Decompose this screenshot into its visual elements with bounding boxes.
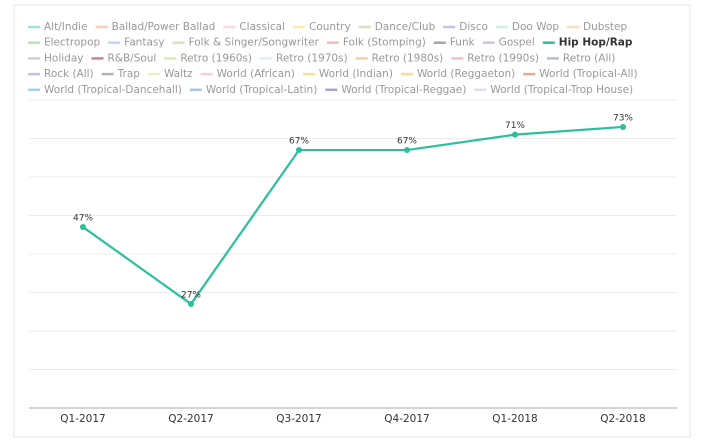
legend-label[interactable]: Doo Wop: [512, 21, 559, 33]
legend-label[interactable]: World (Tropical-Latin): [206, 84, 317, 96]
legend-label[interactable]: Retro (All): [563, 52, 615, 64]
legend-label[interactable]: World (Tropical-Trop House): [490, 84, 633, 96]
legend-label[interactable]: World (Reggaeton): [417, 68, 515, 80]
legend-label[interactable]: Gospel: [499, 37, 535, 49]
legend-label[interactable]: Retro (1970s): [276, 52, 348, 64]
data-label: 71%: [505, 121, 525, 131]
data-point: [512, 131, 518, 138]
legend-label[interactable]: Waltz: [164, 68, 193, 80]
data-label: 27%: [181, 291, 201, 301]
legend-label[interactable]: Electropop: [44, 37, 101, 49]
legend-label[interactable]: World (Indian): [319, 68, 393, 80]
legend-label[interactable]: Ballad/Power Ballad: [112, 21, 216, 33]
data-label: 67%: [289, 137, 309, 147]
legend-label[interactable]: Dance/Club: [375, 21, 436, 33]
legend-label[interactable]: Trap: [117, 68, 141, 80]
legend-label[interactable]: R&B/Soul: [107, 52, 156, 64]
legend-label[interactable]: Disco: [459, 21, 488, 33]
data-point: [296, 147, 302, 154]
chart-frame: [13, 4, 691, 438]
legend-label[interactable]: Retro (1960s): [180, 52, 252, 64]
legend-label[interactable]: Funk: [450, 37, 476, 49]
legend-label[interactable]: Alt/Indie: [44, 21, 88, 33]
legend-label[interactable]: Hip Hop/Rap: [559, 37, 633, 49]
x-tick-label: Q1-2017: [60, 413, 105, 425]
x-tick-label: Q3-2017: [276, 413, 321, 425]
data-point: [188, 301, 194, 308]
legend-label[interactable]: Classical: [239, 21, 285, 33]
data-point: [80, 224, 86, 231]
legend-label[interactable]: World (Tropical-All): [539, 68, 637, 80]
legend-label[interactable]: World (Tropical-Reggae): [341, 84, 466, 96]
legend-label[interactable]: World (Tropical-Dancehall): [44, 84, 182, 96]
data-label: 73%: [613, 113, 633, 123]
data-point: [404, 147, 410, 154]
legend-label[interactable]: Retro (1990s): [467, 52, 539, 64]
data-label: 67%: [397, 137, 417, 147]
x-tick-label: Q1-2018: [492, 413, 537, 425]
data-point: [620, 123, 626, 130]
legend-label[interactable]: Holiday: [44, 52, 83, 64]
legend-label[interactable]: Dubstep: [583, 21, 627, 33]
legend-label[interactable]: Rock (All): [44, 68, 94, 80]
legend-label[interactable]: World (African): [217, 68, 295, 80]
legend-label[interactable]: Retro (1980s): [372, 52, 444, 64]
legend-label[interactable]: Fantasy: [124, 37, 164, 49]
series-line: [82, 125, 624, 306]
x-tick-label: Q4-2017: [384, 413, 429, 425]
data-label: 47%: [73, 214, 93, 224]
x-tick-label: Q2-2017: [168, 413, 213, 425]
legend-label[interactable]: Folk (Stomping): [343, 37, 426, 49]
x-tick-label: Q2-2018: [600, 413, 645, 425]
legend-label[interactable]: Country: [309, 21, 351, 33]
legend-label[interactable]: Folk & Singer/Songwriter: [189, 37, 320, 49]
